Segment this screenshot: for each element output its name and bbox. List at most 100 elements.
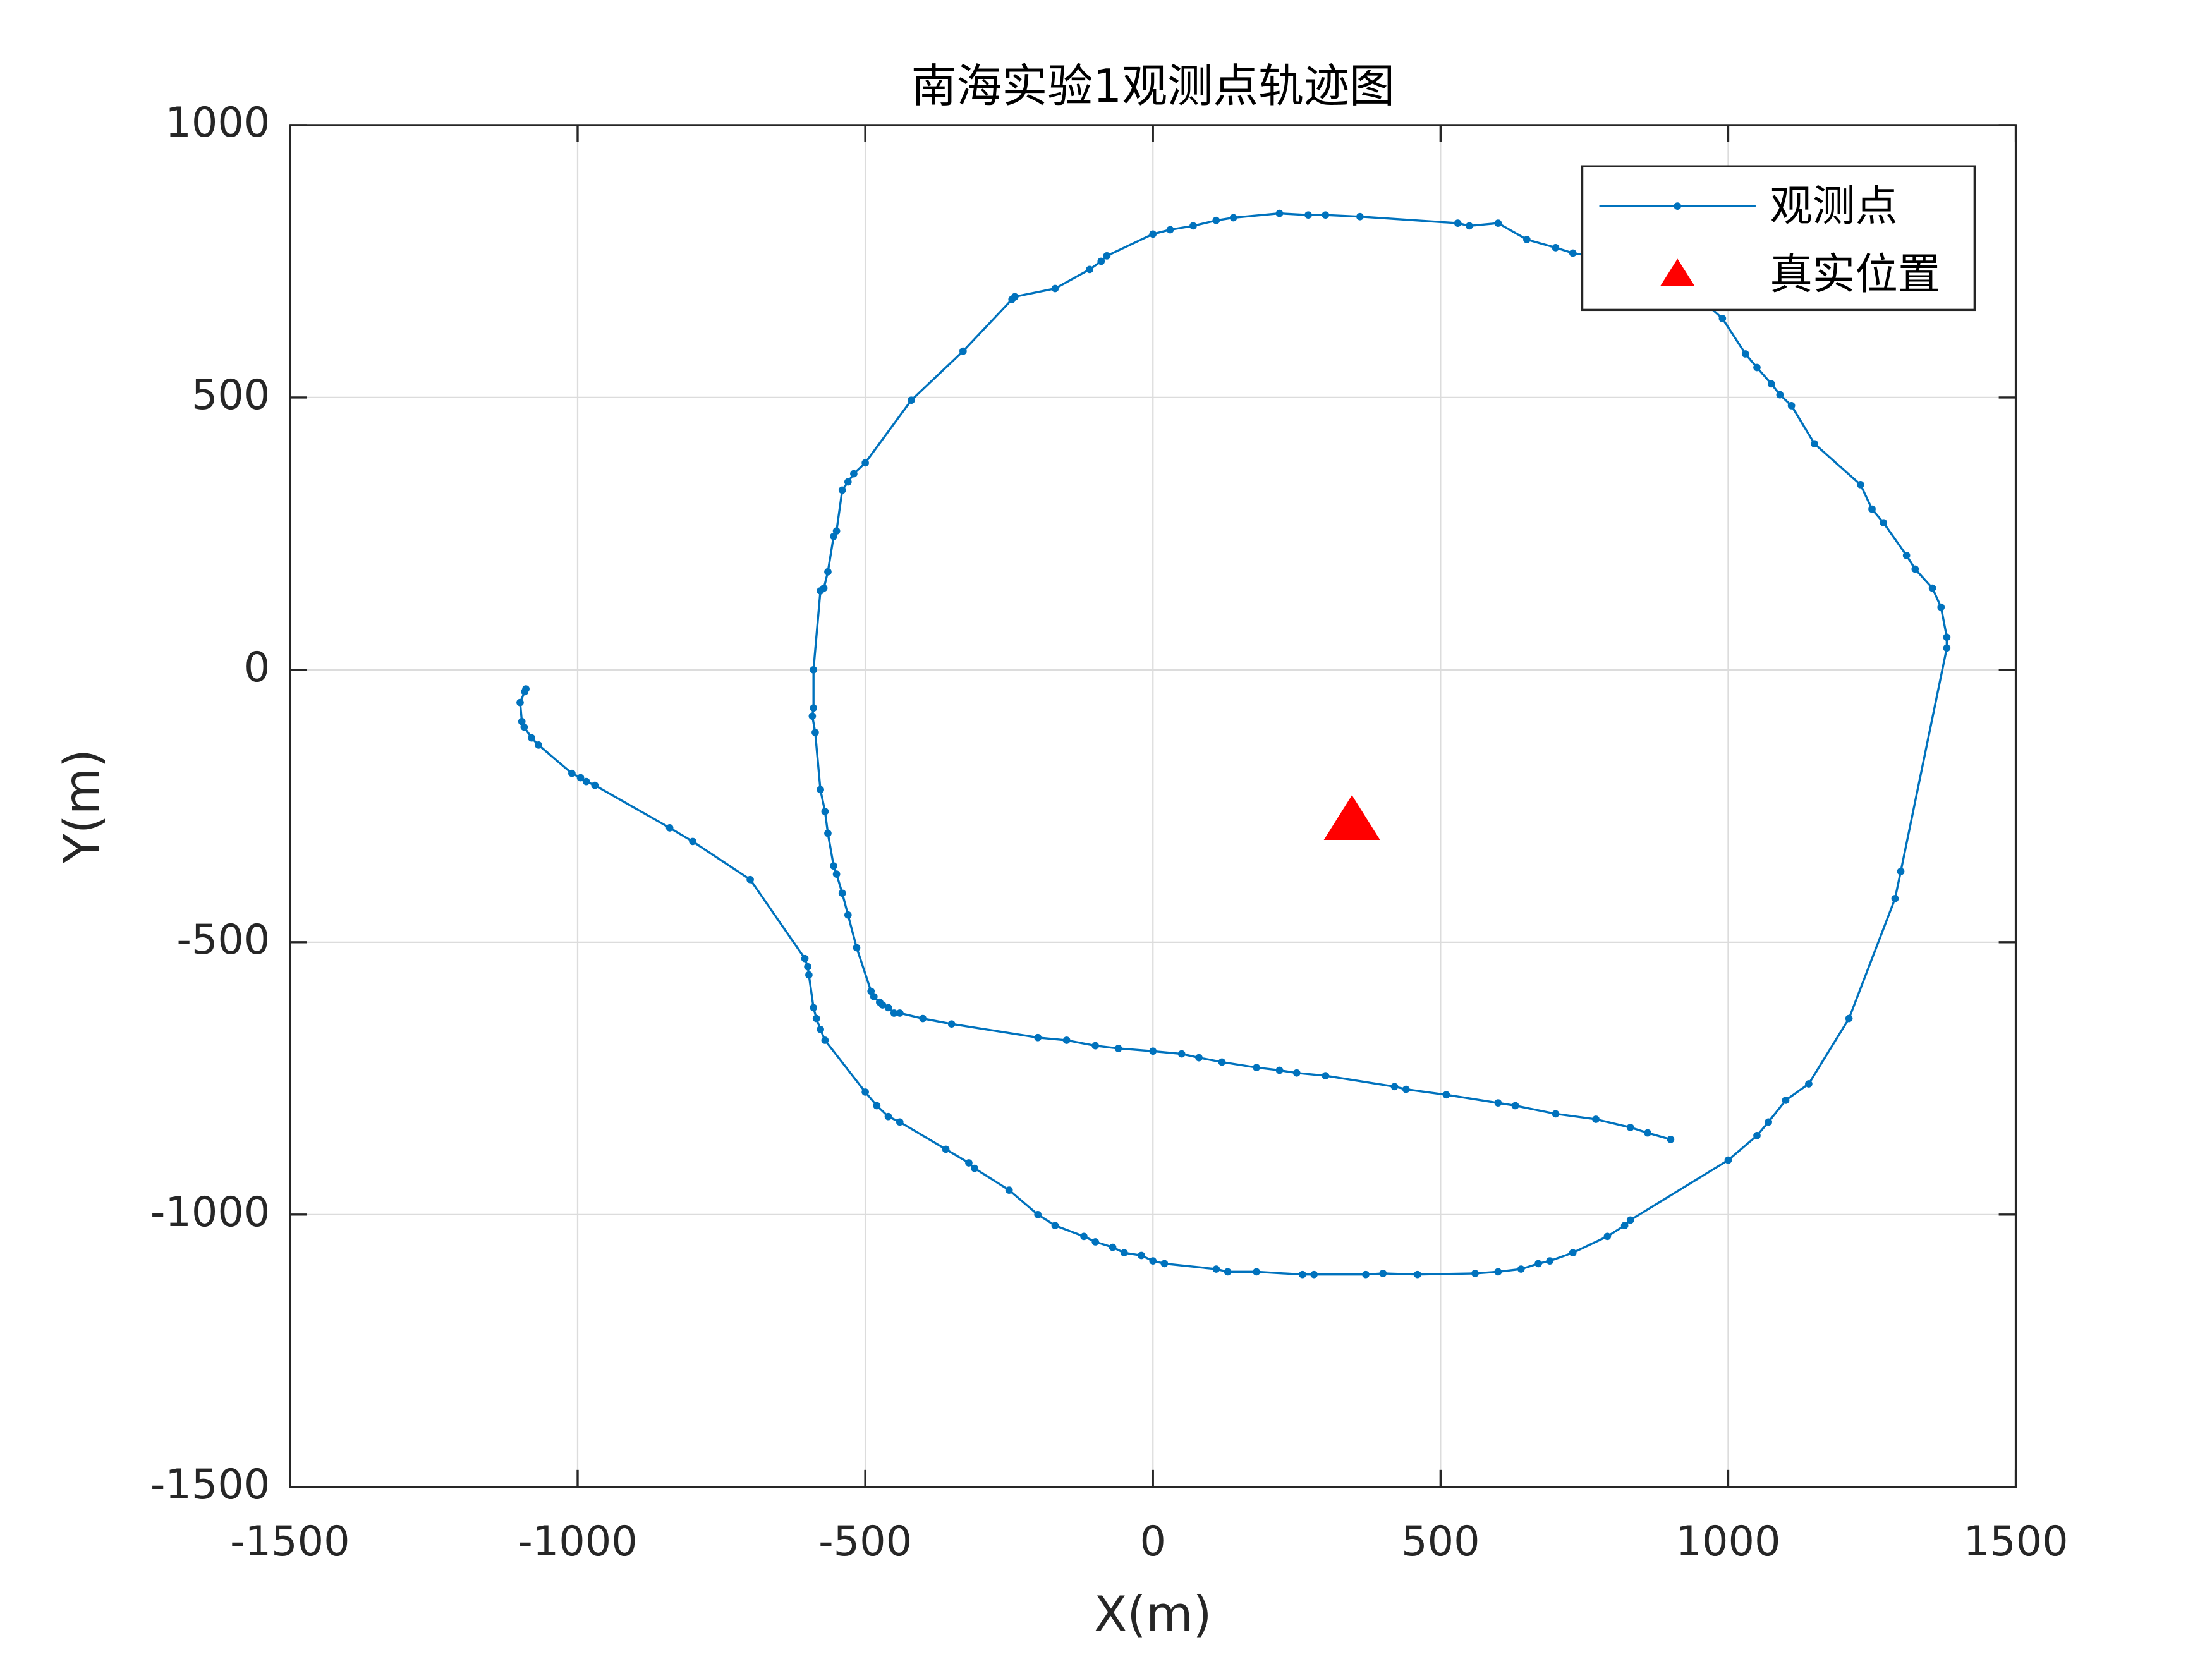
trajectory-point	[1034, 1211, 1042, 1218]
trajectory-point	[971, 1164, 978, 1172]
trajectory-point	[1212, 216, 1220, 224]
trajectory-point	[1753, 1132, 1761, 1139]
trajectory-point	[1937, 603, 1945, 611]
x-tick-label: 1000	[1675, 1517, 1780, 1565]
trajectory-point	[1362, 1270, 1370, 1279]
trajectory-point	[873, 1102, 881, 1110]
trajectory-point	[965, 1159, 973, 1167]
trajectory-point	[1005, 1186, 1013, 1194]
trajectory-point	[810, 704, 818, 712]
y-tick-label: 500	[191, 371, 270, 419]
trajectory-point	[817, 1025, 824, 1033]
trajectory-point	[1494, 1099, 1502, 1107]
y-tick-label: 1000	[165, 99, 270, 147]
trajectory-point	[689, 837, 696, 846]
trajectory-point	[576, 774, 585, 782]
trajectory-point	[535, 741, 542, 749]
y-tick-label: -500	[176, 916, 270, 964]
trajectory-point	[1160, 1260, 1169, 1268]
x-tick-label: 1500	[1964, 1517, 2069, 1565]
y-tick-label: 0	[244, 643, 270, 691]
trajectory-point	[810, 1004, 818, 1012]
trajectory-point	[1114, 1045, 1122, 1052]
trajectory-point	[832, 527, 841, 535]
y-tick-label: -1000	[150, 1188, 270, 1236]
trajectory-point	[1620, 1222, 1629, 1229]
trajectory-point	[521, 688, 529, 696]
trajectory-point	[1310, 1270, 1318, 1279]
trajectory-point	[812, 1014, 820, 1023]
x-axis-label: X(m)	[1094, 1587, 1212, 1643]
trajectory-point	[1322, 1072, 1330, 1079]
trajectory-point	[1253, 1064, 1260, 1071]
trajectory-point	[1218, 1058, 1226, 1066]
legend-box	[1581, 165, 1976, 312]
trajectory-point	[1097, 257, 1105, 265]
trajectory-point	[1626, 1124, 1634, 1131]
trajectory-point	[1414, 1270, 1421, 1279]
trajectory-point	[1454, 219, 1462, 227]
trajectory-point	[1275, 209, 1284, 217]
trajectory-point	[1811, 440, 1818, 448]
trajectory-point	[850, 470, 858, 478]
trajectory-point	[1149, 230, 1157, 238]
trajectory-point	[1511, 1102, 1519, 1110]
trajectory-point	[817, 587, 824, 595]
trajectory-point	[1767, 380, 1775, 388]
trajectory-point	[1592, 1115, 1600, 1123]
trajectory-point	[1626, 1216, 1634, 1224]
trajectory-point	[582, 777, 590, 786]
trajectory-point	[1253, 1268, 1260, 1276]
legend-marker	[1674, 202, 1682, 210]
trajectory-point	[861, 1088, 869, 1096]
trajectory-point	[1109, 1243, 1117, 1251]
trajectory-point	[959, 347, 967, 355]
trajectory-point	[1534, 1260, 1542, 1268]
trajectory-point	[1166, 226, 1174, 234]
legend-marker	[1660, 258, 1695, 286]
trajectory-point	[942, 1145, 950, 1153]
trajectory-point	[1897, 867, 1905, 875]
trajectory-point	[811, 729, 819, 736]
trajectory-point	[1442, 1091, 1450, 1099]
trajectory-point	[1724, 1156, 1732, 1164]
trajectory-point	[808, 712, 817, 720]
trajectory-point	[1523, 236, 1531, 243]
trajectory-point	[1776, 391, 1784, 399]
trajectory-point	[1149, 1047, 1157, 1055]
trajectory-point	[1928, 584, 1936, 592]
trajectory-point	[1322, 211, 1330, 219]
trajectory-point	[1552, 1110, 1560, 1118]
trajectory-point	[665, 824, 674, 832]
y-axis-label: Y(m)	[54, 749, 111, 864]
trajectory-point	[805, 971, 813, 979]
trajectory-point	[1008, 295, 1016, 303]
trajectory-point	[1195, 1054, 1203, 1062]
chart-title: 南海实验1观测点轨迹图	[911, 59, 1394, 112]
trajectory-point	[824, 568, 832, 576]
trajectory-point	[1091, 1238, 1100, 1246]
trajectory-point	[821, 808, 829, 815]
trajectory-point	[1138, 1251, 1145, 1260]
trajectory-point	[1552, 244, 1560, 252]
trajectory-point	[801, 954, 809, 963]
trajectory-point	[1943, 633, 1951, 641]
trajectory-point	[1517, 1265, 1525, 1273]
trajectory-point	[568, 769, 576, 777]
trajectory-point	[1494, 1268, 1502, 1276]
y-tick-label: -1500	[150, 1461, 270, 1509]
trajectory-point	[867, 987, 875, 995]
ticks: -1500 -1000 -500 0 500 1000 1500 -1500 -1000 -500…	[150, 99, 2069, 1565]
trajectory-point	[844, 478, 852, 486]
trajectory-point	[1390, 1083, 1399, 1091]
x-tick-label: 0	[1139, 1517, 1166, 1565]
trajectory-point	[838, 889, 846, 897]
trajectory-point	[1902, 552, 1911, 559]
trajectory-point	[1224, 1268, 1232, 1276]
trajectory-point	[1091, 1042, 1100, 1050]
trajectory-point	[908, 396, 915, 404]
trajectory-point	[1275, 1066, 1284, 1074]
